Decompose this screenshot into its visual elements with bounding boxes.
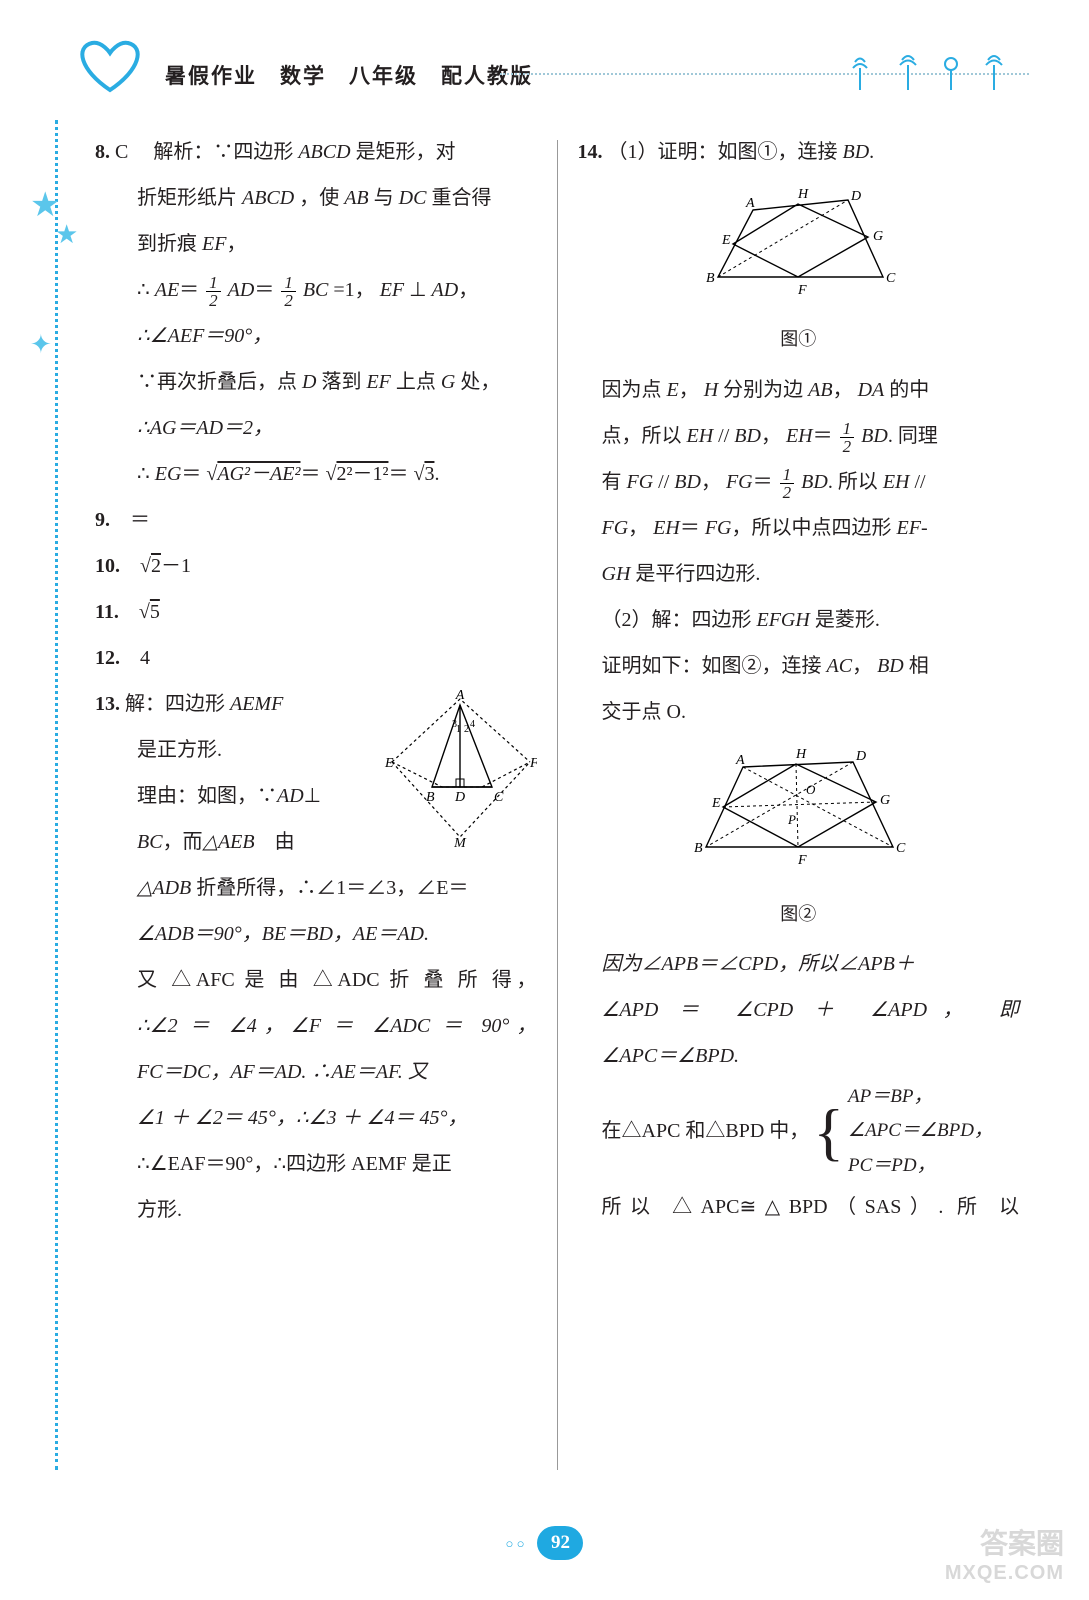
svg-text:2: 2 bbox=[464, 724, 469, 735]
svg-text:M: M bbox=[453, 836, 467, 847]
svg-text:C: C bbox=[896, 841, 906, 856]
r-brace: 在△APC 和△BPD 中， { AP＝BP， ∠APC＝∠BPD， PC＝PD… bbox=[578, 1080, 1020, 1183]
q8-line4: ∴ AE＝ 12 AD＝ 12 BC =1， EF ⊥ AD， bbox=[95, 268, 537, 312]
q8-line5: ∴∠AEF＝90°， bbox=[95, 314, 537, 358]
figure-1-wrap: A H D G C F B E 图① bbox=[578, 182, 1020, 360]
q10: 10. √2－1 bbox=[95, 544, 537, 588]
side-dotted-stripe bbox=[55, 120, 58, 1470]
heart-icon bbox=[70, 35, 150, 95]
figure-2: A H D G C F B E O P bbox=[688, 742, 908, 877]
svg-text:E: E bbox=[384, 756, 394, 771]
svg-text:P: P bbox=[787, 812, 796, 827]
watermark-url: MXQE.COM bbox=[945, 1561, 1064, 1585]
q13-line7: 又 △AFC 是 由 △ADC 折 叠 所 得， bbox=[95, 958, 537, 1002]
page-header: 暑假作业 数学 八年级 配人教版 bbox=[70, 35, 1029, 105]
svg-text:A: A bbox=[735, 753, 745, 768]
r-p2: 点，所以 EH // BD， EH＝ 12 BD. 同理 bbox=[578, 414, 1020, 458]
q8-line2: 折矩形纸片 ABCD ，使 AB 与 DC 重合得 bbox=[95, 176, 537, 220]
left-column: 8. C 解析：∵四边形 ABCD 是矩形，对 折矩形纸片 ABCD ，使 AB… bbox=[85, 130, 557, 1480]
r-p1: 因为点 E， H 分别为边 AB， DA 的中 bbox=[578, 368, 1020, 412]
page-content: 8. C 解析：∵四边形 ABCD 是矩形，对 折矩形纸片 ABCD ，使 AB… bbox=[85, 130, 1029, 1480]
svg-text:B: B bbox=[706, 271, 715, 286]
figure-2-caption: 图② bbox=[578, 895, 1020, 935]
svg-text:B: B bbox=[426, 790, 435, 805]
q13-line11: ∴∠EAF＝90°，∴四边形 AEMF 是正 bbox=[95, 1142, 537, 1186]
svg-text:O: O bbox=[806, 782, 816, 797]
q13-line8: ∴∠2 ＝ ∠4，∠F ＝ ∠ADC ＝ 90°， bbox=[95, 1004, 537, 1048]
q11: 11. √5 bbox=[95, 590, 537, 634]
q8-line7: ∴AG＝AD＝2， bbox=[95, 406, 537, 450]
q8-line1: 8. C 解析：∵四边形 ABCD 是矩形，对 bbox=[95, 130, 537, 174]
page-footer: ○ ○ 92 bbox=[0, 1526, 1089, 1560]
svg-text:F: F bbox=[797, 283, 807, 298]
figure-1: A H D G C F B E bbox=[698, 182, 898, 302]
svg-text:A: A bbox=[454, 688, 464, 703]
left-brace: { bbox=[813, 1103, 844, 1161]
svg-text:1: 1 bbox=[456, 724, 461, 735]
svg-text:G: G bbox=[880, 793, 890, 808]
q8-number: 8. bbox=[95, 130, 110, 174]
q8-line3: 到折痕 EF， bbox=[95, 222, 537, 266]
r-p10: ∠APD ＝ ∠CPD ＋ ∠APD， 即 bbox=[578, 988, 1020, 1032]
r-p8: 交于点 O. bbox=[578, 690, 1020, 734]
r-p3: 有 FG // BD， FG＝ 12 BD. 所以 EH // bbox=[578, 460, 1020, 504]
svg-text:F: F bbox=[529, 756, 537, 771]
svg-text:C: C bbox=[886, 271, 896, 286]
svg-text:D: D bbox=[850, 189, 861, 204]
r-p9: 因为∠APB＝∠CPD，所以∠APB＋ bbox=[578, 942, 1020, 986]
q8-line6: ∵再次折叠后，点 D 落到 EF 上点 G 处， bbox=[95, 360, 537, 404]
q13-line10: ∠1 ＋ ∠2＝ 45°，∴∠3 ＋ ∠4＝ 45°， bbox=[95, 1096, 537, 1140]
q13-line1: 13. 解：四边形 AEMF A E F B D C M 3 1 2 bbox=[95, 682, 537, 726]
svg-text:G: G bbox=[873, 229, 883, 244]
svg-text:A: A bbox=[745, 196, 755, 211]
star-icon: ✦ bbox=[30, 330, 52, 360]
star-icon: ★ bbox=[30, 185, 60, 225]
figure-13: A E F B D C M 3 1 2 4 bbox=[382, 687, 537, 847]
svg-text:E: E bbox=[721, 233, 731, 248]
svg-text:C: C bbox=[494, 790, 504, 805]
r-p13: 所以 △APC≅△BPD（SAS）. 所 以 bbox=[578, 1185, 1020, 1229]
book-title: 暑假作业 数学 八年级 配人教版 bbox=[165, 60, 533, 90]
watermark-text: 答案圈 bbox=[945, 1527, 1064, 1561]
q14-line1: 14. （1）证明：如图①，连接 BD. bbox=[578, 130, 1020, 174]
header-decoration bbox=[845, 50, 1009, 90]
svg-text:D: D bbox=[453, 790, 464, 805]
r-p6: （2）解：四边形 EFGH 是菱形. bbox=[578, 598, 1020, 642]
q8-answer: C bbox=[115, 141, 128, 163]
r-p7: 证明如下：如图②，连接 AC， BD 相 bbox=[578, 644, 1020, 688]
q13-line5: △ADB 折叠所得，∴∠1＝∠3，∠E＝ bbox=[95, 866, 537, 910]
svg-text:B: B bbox=[694, 841, 703, 856]
q13-line12: 方形. bbox=[95, 1188, 537, 1232]
figure-2-wrap: A H D G C F B E O P 图② bbox=[578, 742, 1020, 935]
svg-text:H: H bbox=[797, 187, 809, 202]
q9: 9. ＝ bbox=[95, 498, 537, 542]
q13-line9: FC＝DC，AF＝AD. ∴AE＝AF. 又 bbox=[95, 1050, 537, 1094]
r-p5: GH 是平行四边形. bbox=[578, 552, 1020, 596]
star-icon: ★ bbox=[55, 220, 78, 250]
svg-text:H: H bbox=[795, 747, 807, 762]
q13-line6: ∠ADB＝90°，BE＝BD，AE＝AD. bbox=[95, 912, 537, 956]
q8-line8: ∴ EG＝ √AG²－AE²＝ √2²－1²＝ √3. bbox=[95, 452, 537, 496]
page-number: 92 bbox=[537, 1526, 583, 1560]
figure-1-caption: 图① bbox=[578, 320, 1020, 360]
watermark: 答案圈 MXQE.COM bbox=[945, 1527, 1064, 1585]
svg-text:D: D bbox=[855, 749, 866, 764]
svg-text:F: F bbox=[797, 853, 807, 868]
right-column: 14. （1）证明：如图①，连接 BD. A H D G C F B E 图① … bbox=[558, 130, 1030, 1480]
svg-text:E: E bbox=[711, 796, 721, 811]
svg-text:4: 4 bbox=[470, 719, 475, 730]
q12: 12. 4 bbox=[95, 636, 537, 680]
r-p11: ∠APC＝∠BPD. bbox=[578, 1034, 1020, 1078]
r-p4: FG， EH＝ FG，所以中点四边形 EF- bbox=[578, 506, 1020, 550]
